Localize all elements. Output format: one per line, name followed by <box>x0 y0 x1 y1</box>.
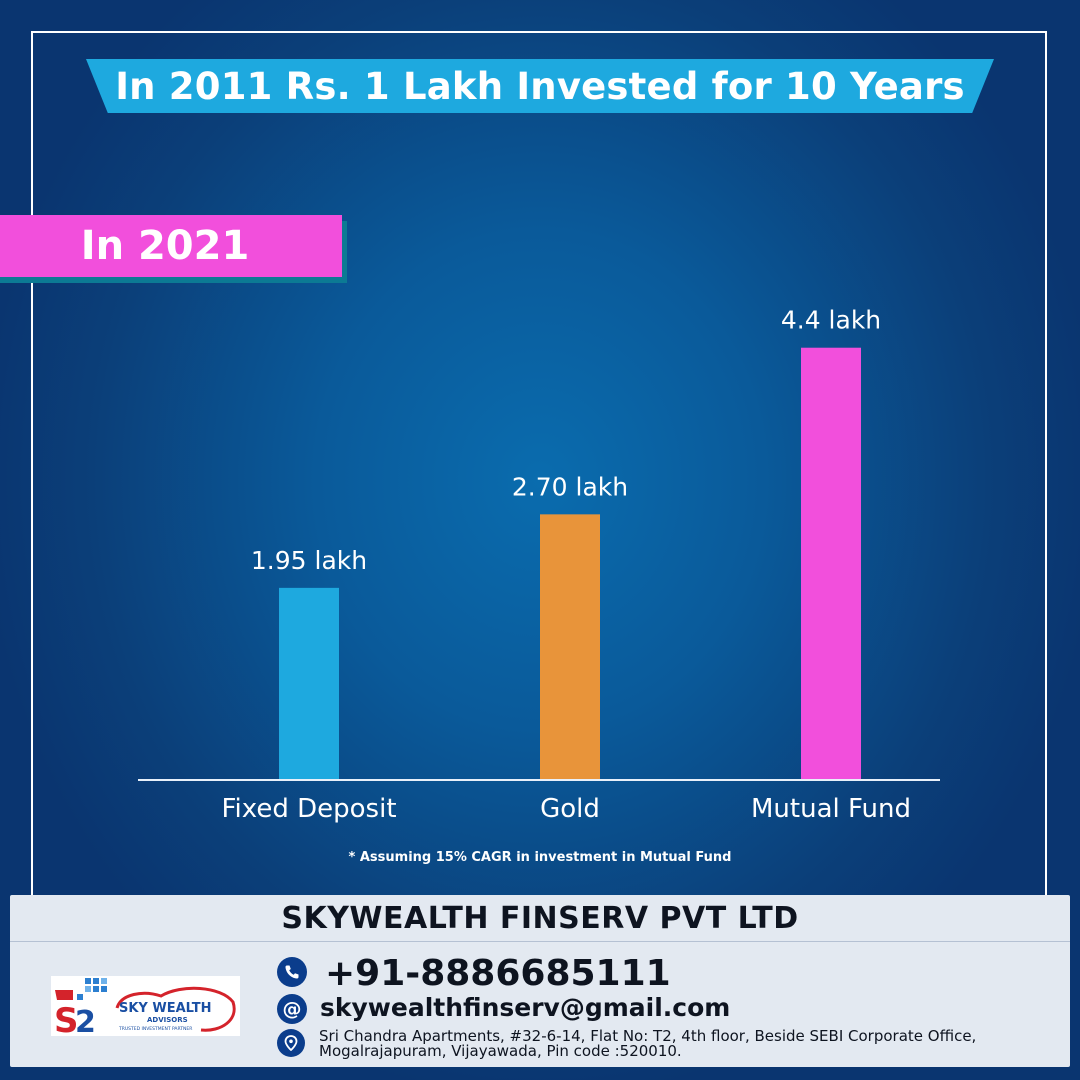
at-icon: @ <box>277 994 307 1024</box>
bar-mutual-fund <box>801 347 861 779</box>
bar-fixed-deposit <box>279 587 339 779</box>
svg-text:2: 2 <box>75 1005 96 1036</box>
address-line-2: Mogalrajapuram, Vijayawada, Pin code :52… <box>319 1042 682 1060</box>
value-label-fixed-deposit: 1.95 lakh <box>251 546 367 575</box>
page-title: In 2011 Rs. 1 Lakh Invested for 10 Years <box>115 64 965 108</box>
svg-text:S: S <box>54 1001 79 1036</box>
category-label-mutual-fund: Mutual Fund <box>751 794 911 824</box>
company-logo: S 2 SKY WEALTH ADVISORS TRUSTED INVESTME… <box>51 976 240 1041</box>
footer-divider <box>10 941 1070 942</box>
svg-text:SKY WEALTH: SKY WEALTH <box>119 1001 212 1016</box>
phone-number[interactable]: +91-8886685111 <box>325 953 671 994</box>
bar-gold <box>540 514 600 779</box>
category-label-gold: Gold <box>540 794 600 824</box>
address-line-1: Sri Chandra Apartments, #32-6-14, Flat N… <box>319 1027 977 1045</box>
value-label-gold: 2.70 lakh <box>512 472 628 501</box>
address: Sri Chandra Apartments, #32-6-14, Flat N… <box>319 1029 1059 1059</box>
title-banner: In 2011 Rs. 1 Lakh Invested for 10 Years <box>86 59 994 113</box>
email-address[interactable]: skywealthfinserv@gmail.com <box>320 993 731 1022</box>
value-label-mutual-fund: 4.4 lakh <box>781 306 881 335</box>
svg-text:ADVISORS: ADVISORS <box>147 1016 188 1024</box>
year-tag: In 2021 <box>0 215 342 277</box>
footnote: * Assuming 15% CAGR in investment in Mut… <box>348 850 732 865</box>
phone-icon <box>277 957 307 987</box>
footer-panel: SKYWEALTH FINSERV PVT LTD S 2 SKY WEALTH… <box>10 895 1070 1067</box>
year-tag-label: In 2021 <box>80 223 250 269</box>
category-label-fixed-deposit: Fixed Deposit <box>221 794 396 824</box>
location-pin-icon <box>277 1029 305 1057</box>
company-name: SKYWEALTH FINSERV PVT LTD <box>281 901 799 936</box>
svg-text:TRUSTED INVESTMENT PARTNER: TRUSTED INVESTMENT PARTNER <box>118 1026 192 1032</box>
